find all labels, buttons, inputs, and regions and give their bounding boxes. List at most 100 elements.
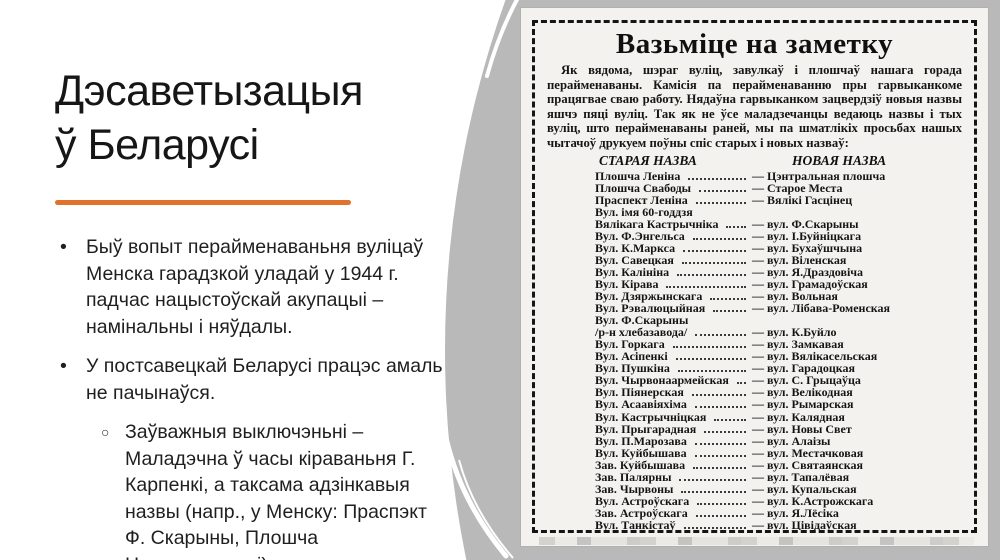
new-street-name: — вул. Лібава-Роменская — [752, 301, 891, 316]
street-rename-row: Вул. Горкага — вул. Замкавая — [595, 338, 958, 350]
old-street-name: Зав. Куйбышава — [595, 457, 686, 472]
bullet-text: У постсавецкай Беларусі працэс амаль не … — [86, 355, 443, 404]
old-street-name: Зав. Танкістаў — [595, 531, 674, 533]
new-street-name: — Старое Места — [752, 180, 843, 195]
new-street-name: — вул. Вольная — [752, 289, 838, 304]
old-street-name: Праспект Леніна — [595, 192, 688, 207]
old-street-name: Вул. Асіпенкі — [595, 349, 668, 364]
old-street-name: Плошча Леніна — [595, 168, 681, 183]
old-street-name: Плошча Свабоды — [595, 180, 692, 195]
street-rename-row: /р-н хлебазавода/ — вул. К.Буйло — [595, 326, 958, 338]
dot-leader — [688, 177, 746, 180]
old-street-name: Вул. К.Маркса — [595, 240, 676, 255]
old-street-name: Вул. Прыгарадная — [595, 421, 697, 436]
old-street-name: Вул. Калініна — [595, 264, 670, 279]
old-street-name: /р-н хлебазавода/ — [595, 325, 688, 340]
newspaper-clipping: Вазьміце на заметку Як вядома, шэраг вул… — [521, 8, 988, 546]
new-street-name: — вул. Цівідаўская — [752, 517, 857, 532]
new-name-column-header: НОВАЯ НАЗВА — [792, 152, 887, 168]
dot-leader — [699, 189, 746, 192]
old-street-name: Вул. Піянерская — [595, 385, 684, 400]
dot-leader — [683, 249, 746, 252]
dot-leader — [666, 285, 746, 288]
new-street-name: — вул. К.Астрожскага — [752, 493, 874, 508]
new-street-name: — вул. Бухаўшчына — [752, 240, 863, 255]
street-rename-row: Вул. Астроўскага — вул. К.Астрожскага — [595, 495, 958, 507]
street-rename-row: Зав. Танкістаў — вул. Ул. Галубка — [595, 531, 958, 533]
decor-arc-top — [485, 0, 520, 78]
bullet-list: • Быў вопыт перайменаваньня вуліцаў Менс… — [55, 234, 447, 560]
street-rename-row: Зав. Чырвоны — вул. Купальская — [595, 483, 958, 495]
dot-leader — [695, 514, 746, 517]
bullet-item: ○ Заўважныя выключэньні – Маладэчна ў ча… — [99, 419, 447, 560]
old-street-name: Вул. П.Марозава — [595, 433, 687, 448]
old-street-name: Вул. імя 60-годдзя — [595, 204, 693, 219]
new-street-name: — вул. К.Буйло — [752, 325, 837, 340]
slide-text-column: Дэсаветызацыя ў Беларусі • Быў вопыт пера… — [55, 64, 447, 560]
new-street-name: — вул. Местачковая — [752, 445, 864, 460]
new-street-name: — вул. Калядная — [752, 409, 845, 424]
street-rename-row: Праспект Леніна — Вялікі Гасцінец — [595, 194, 958, 206]
old-street-name: Вул. Куйбышава — [595, 445, 687, 460]
dot-leader — [681, 490, 746, 493]
column-headers: СТАРАЯ НАЗВА НОВАЯ НАЗВА — [547, 153, 962, 169]
old-street-name: Вул. Ф.Скарыны — [595, 313, 689, 328]
dot-leader — [694, 454, 746, 457]
title-line-2: ў Беларусі — [55, 121, 259, 169]
street-rename-row: Плошча Свабоды — Старое Места — [595, 182, 958, 194]
old-street-name: Вул. Савецкая — [595, 252, 674, 267]
bullet-text: Быў вопыт перайменаваньня вуліцаў Менска… — [86, 236, 424, 338]
title-underline-accent — [55, 200, 351, 205]
street-rename-row: Вялікага Кастрычніка — вул. Ф.Скарыны — [595, 218, 958, 230]
scan-artifact — [539, 537, 974, 545]
new-street-name: — вул. І.Буйніцкага — [752, 228, 862, 243]
old-street-name: Вул. Рэвалюцыйная — [595, 301, 706, 316]
dot-leader — [697, 502, 746, 505]
clipping-headline: Вазьміце на заметку — [615, 28, 894, 60]
new-street-name: — вул. Ул. Галубка — [752, 531, 958, 533]
dot-leader — [683, 526, 746, 529]
new-street-name: — вул. Грамадоўская — [752, 276, 868, 291]
dot-leader — [677, 273, 746, 276]
new-street-name: — вул. Ф.Скарыны — [752, 216, 859, 231]
street-rename-row: Вул. імя 60-годдзя — [595, 206, 958, 218]
bullet-marker-icon: • — [60, 236, 67, 258]
dot-leader — [677, 370, 746, 373]
street-rename-list: Плошча Леніна — Цэнтральная плошча Плошч… — [547, 168, 962, 533]
bullet-text: Заўважныя выключэньні – Маладэчна ў часы… — [125, 421, 427, 560]
dot-leader — [691, 394, 746, 397]
old-street-name: Вул. Чырвонаармейская — [595, 373, 729, 388]
old-street-name: Вул. Кірава — [595, 276, 659, 291]
dot-leader — [693, 466, 746, 469]
street-rename-row: Зав. Астроўскага — вул. Я.Лёсіка — [595, 507, 958, 519]
street-rename-row: Вул. Піянерская — вул. Велікодная — [595, 386, 958, 398]
old-street-name: Зав. Чырвоны — [595, 481, 674, 496]
street-rename-row: Вул. Дзяржынскага — вул. Вольная — [595, 290, 958, 302]
street-rename-row: Вул. Прыгарадная — вул. Новы Свет — [595, 421, 958, 436]
street-rename-row: Вул. Кірава — вул. Грамадоўская — [595, 278, 958, 290]
dot-leader — [692, 237, 746, 240]
dot-leader — [736, 382, 746, 385]
street-rename-row: Вул. Куйбышава — вул. Местачковая — [595, 447, 958, 459]
dot-leader — [695, 334, 746, 337]
old-street-name: Вул. Асаавіяхіма — [595, 397, 687, 412]
street-rename-row: Вул. Кастрычніцкая — вул. Калядная — [595, 409, 958, 424]
street-rename-row: Вул. Савецкая — вул. Віленская — [595, 254, 958, 266]
street-rename-row: Вул. Танкістаў — вул. Цівідаўская — [595, 517, 958, 532]
dot-leader — [672, 346, 746, 349]
title-line-1: Дэсаветызацыя — [55, 67, 363, 115]
new-street-name: — вул. Вялікасельская — [752, 349, 878, 364]
dot-leader — [726, 225, 746, 228]
old-street-name: Зав. Астроўскага — [595, 505, 688, 520]
old-street-name: Зав. Палярны — [595, 469, 672, 484]
new-street-name: — вул. Гарадоцкая — [752, 361, 855, 376]
new-street-name: — вул. Я.Драздовіча — [752, 264, 864, 279]
new-street-name: — вул. Рымарская — [752, 397, 854, 412]
old-street-name: Вул. Кастрычніцкая — [595, 409, 707, 424]
page-title: Дэсаветызацыя ў Беларусі — [55, 64, 447, 172]
bullet-item: • Быў вопыт перайменаваньня вуліцаў Менс… — [55, 234, 447, 340]
street-rename-row: Зав. Палярны — вул. Тапалёвая — [595, 471, 958, 483]
street-rename-row: Вул. Асіпенкі — вул. Вялікасельская — [595, 350, 958, 362]
old-street-name: Вул. Танкістаў — [595, 517, 676, 532]
bullet-item: • У постсавецкай Беларусі працэс амаль н… — [55, 353, 447, 406]
